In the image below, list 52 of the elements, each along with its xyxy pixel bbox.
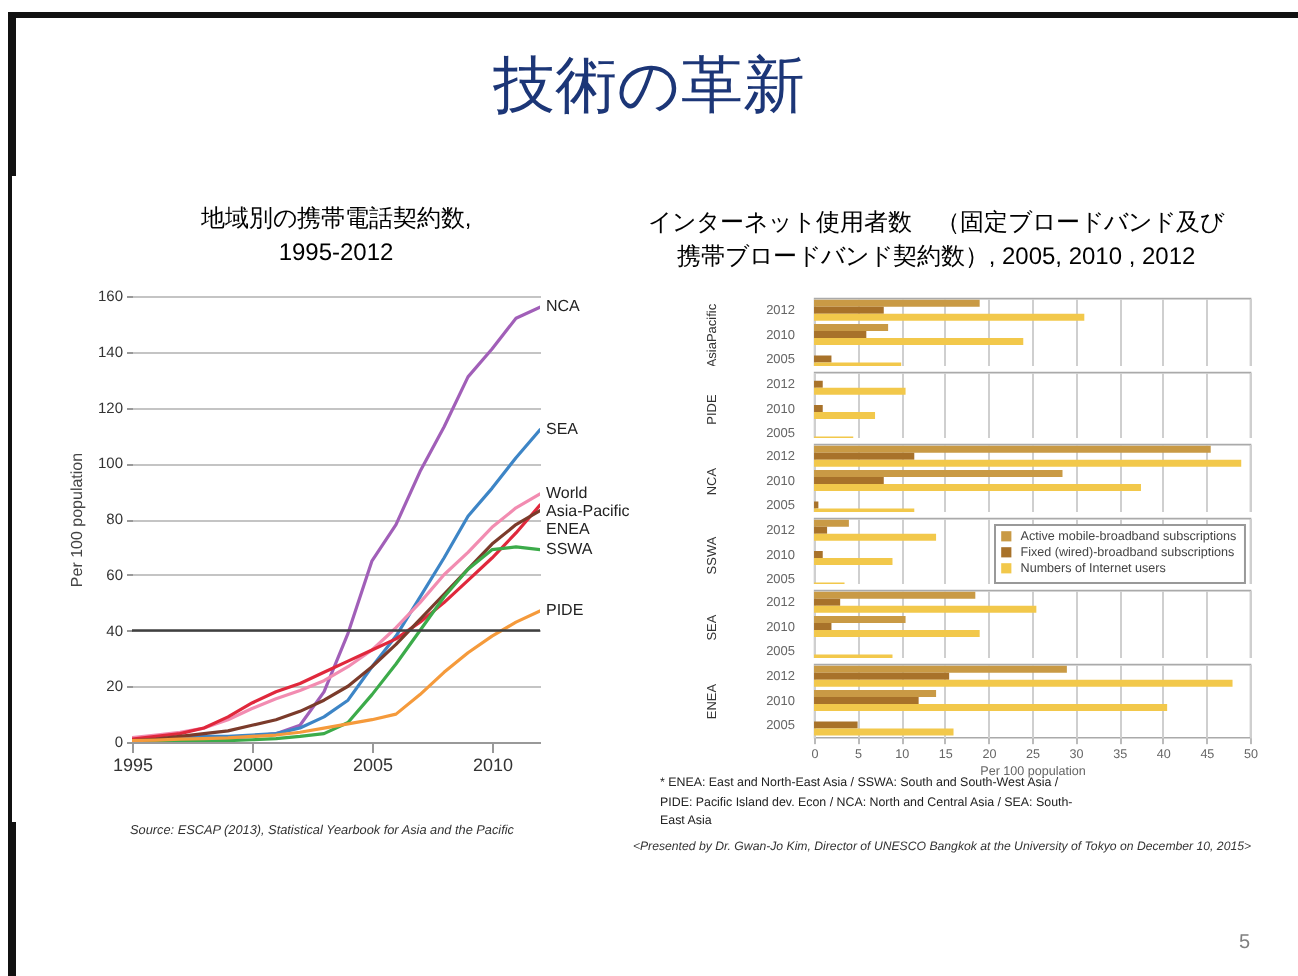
bar (814, 616, 906, 624)
bar (814, 306, 884, 314)
bar (814, 355, 832, 363)
bar (814, 533, 937, 541)
chart-title: インターネット使用者数 （固定ブロードバンド及び携帯ブロードバンド契約数）, 2005, 2010 , 2012 (648, 208, 1226, 270)
chart-title: 地域別の携帯電話契約数, 1995-2012 (198, 204, 472, 266)
bar (814, 299, 980, 307)
bar (814, 453, 915, 460)
bar (814, 313, 1085, 321)
bar (814, 592, 976, 600)
bar (814, 696, 919, 704)
bar (814, 379, 823, 387)
series-label: ENEA (546, 519, 591, 538)
bar (814, 470, 1063, 478)
bar (814, 338, 1024, 346)
bar (814, 630, 980, 638)
y-axis-title: Per 100 population (67, 452, 86, 588)
x-tick-label: 2000 (232, 755, 274, 775)
bar (814, 703, 1168, 711)
x-tick-label: 2005 (352, 755, 394, 775)
bar (814, 679, 1233, 687)
bar (814, 411, 876, 419)
series-label: SEA (546, 419, 580, 438)
bar (814, 460, 1242, 467)
bar (814, 446, 1211, 454)
series-label: NCA (546, 297, 582, 316)
text: 5 (1238, 930, 1250, 958)
bar (814, 324, 889, 332)
bar (814, 557, 893, 565)
bar (814, 404, 823, 412)
bar (814, 477, 884, 485)
bar (814, 386, 906, 394)
series-label: World (546, 483, 588, 502)
series-label: PIDE (546, 600, 584, 619)
bar (814, 484, 1141, 492)
x-tick-label: 2010 (472, 755, 514, 775)
bar (814, 689, 937, 697)
bar (814, 606, 1037, 614)
bar (814, 672, 950, 680)
bar (814, 519, 849, 527)
x-tick-label: 1995 (112, 755, 154, 775)
bar (814, 599, 841, 607)
series-label: SSWA (546, 539, 594, 558)
text: 技術の革新 (491, 48, 807, 123)
bar (814, 550, 823, 558)
series-label: Asia-Pacific (546, 501, 630, 520)
bar (814, 331, 867, 339)
bar (814, 526, 828, 534)
bar (814, 721, 858, 729)
bar (814, 665, 1067, 673)
bar (814, 623, 832, 631)
bar (814, 728, 954, 736)
